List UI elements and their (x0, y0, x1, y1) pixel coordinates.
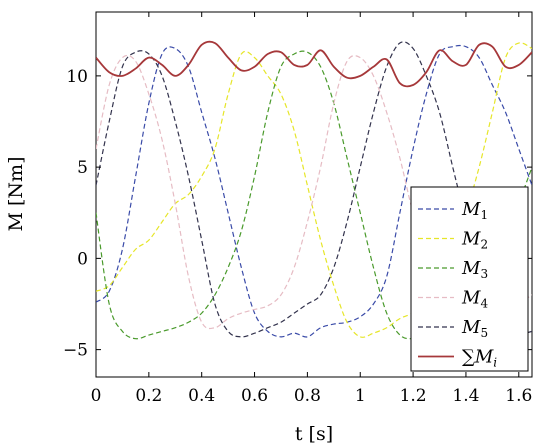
x-tick-label: 0.8 (294, 386, 321, 406)
y-tick-label: −5 (63, 341, 88, 361)
x-tick-label: 0 (91, 386, 102, 406)
series-line-5 (96, 41, 532, 340)
plot-frame (95, 11, 533, 378)
x-tick-label: 1 (355, 386, 366, 406)
y-tick-label: 5 (77, 158, 88, 178)
legend-label: M4 (461, 288, 488, 311)
x-tick-label: 1.6 (505, 386, 532, 406)
x-tick-label: 1.2 (400, 386, 427, 406)
series-line-1 (96, 44, 532, 338)
x-tick-label: 1.4 (452, 386, 479, 406)
x-axis: 0 0.2 0.4 0.6 0.8 1 1.2 1.4 1.6 (91, 12, 532, 406)
legend-box (410, 186, 529, 372)
series-line-3 (96, 50, 532, 340)
legend-label: M5 (461, 317, 488, 340)
x-tick-label: 0.4 (188, 386, 215, 406)
y-axis-label: M [Nm] (5, 157, 27, 232)
y-axis: −5 0 5 10 (63, 67, 532, 361)
series-line-6 (96, 40, 532, 88)
y-tick-label: 0 (77, 249, 88, 269)
x-axis-label: t [s] (295, 423, 333, 445)
legend-label: ∑Mi (462, 347, 497, 370)
x-tick-label: 0.6 (241, 386, 268, 406)
legend: M1 M2 M3 M4 M5 ∑Mi (410, 186, 529, 372)
legend-label: M2 (461, 229, 488, 252)
x-tick-label: 0.2 (135, 386, 162, 406)
y-tick-label: 10 (66, 67, 88, 87)
legend-label: M3 (461, 258, 488, 281)
legend-label: M1 (461, 199, 488, 222)
